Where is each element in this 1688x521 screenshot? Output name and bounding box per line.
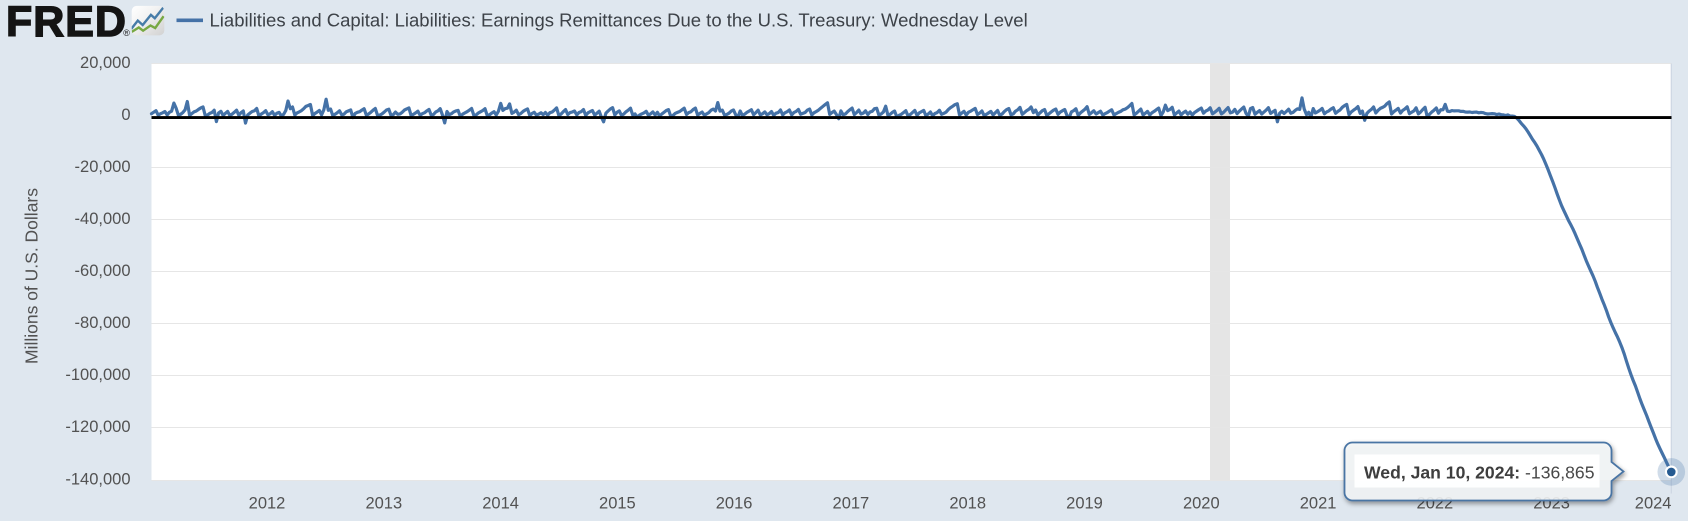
svg-text:-140,000: -140,000 bbox=[65, 470, 130, 488]
svg-text:FRED: FRED bbox=[6, 0, 127, 46]
svg-text:2020: 2020 bbox=[1183, 495, 1220, 513]
svg-text:2024: 2024 bbox=[1635, 495, 1672, 513]
svg-text:2017: 2017 bbox=[833, 495, 870, 513]
svg-text:2016: 2016 bbox=[716, 495, 753, 513]
svg-text:-20,000: -20,000 bbox=[75, 158, 131, 176]
svg-text:®: ® bbox=[123, 28, 130, 38]
svg-text:2018: 2018 bbox=[949, 495, 986, 513]
svg-text:Liabilities and Capital: Liabi: Liabilities and Capital: Liabilities: Ea… bbox=[210, 10, 1028, 31]
svg-text:2014: 2014 bbox=[482, 495, 519, 513]
svg-text:Millions of U.S. Dollars: Millions of U.S. Dollars bbox=[22, 188, 42, 364]
svg-text:-40,000: -40,000 bbox=[75, 210, 131, 228]
svg-text:0: 0 bbox=[121, 106, 130, 124]
svg-text:2019: 2019 bbox=[1066, 495, 1103, 513]
svg-text:-100,000: -100,000 bbox=[65, 366, 130, 384]
svg-text:2021: 2021 bbox=[1300, 495, 1337, 513]
svg-text:2013: 2013 bbox=[365, 495, 402, 513]
svg-text:-80,000: -80,000 bbox=[75, 314, 131, 332]
svg-text:2012: 2012 bbox=[249, 495, 286, 513]
svg-text:20,000: 20,000 bbox=[80, 54, 130, 72]
svg-text:2015: 2015 bbox=[599, 495, 636, 513]
svg-text:-120,000: -120,000 bbox=[65, 418, 130, 436]
svg-text:Wed, Jan 10, 2024: -136,865: Wed, Jan 10, 2024: -136,865 bbox=[1364, 463, 1595, 483]
svg-text:-60,000: -60,000 bbox=[75, 262, 131, 280]
